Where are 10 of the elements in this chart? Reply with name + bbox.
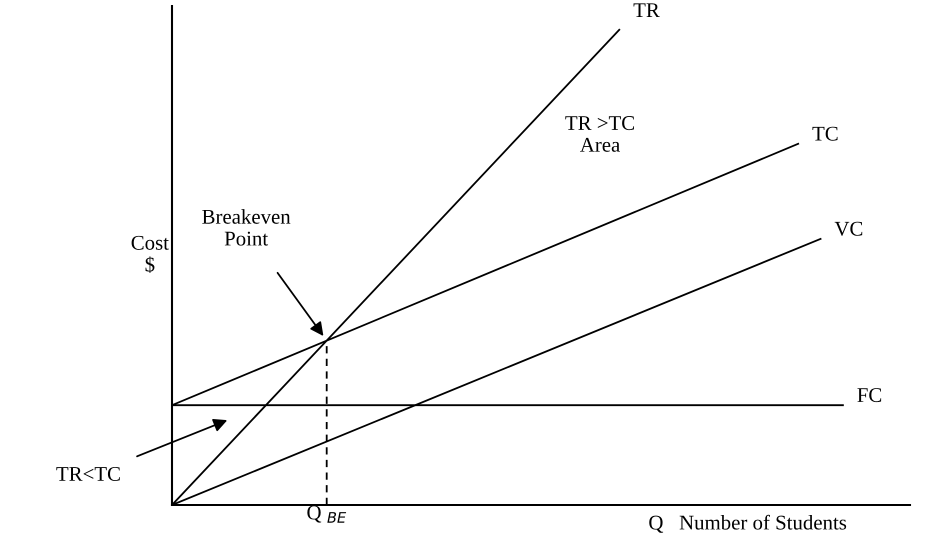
text: Q $_{BE}$ [307,506,346,523]
series-label: FC [857,388,882,402]
series-label: TC [812,126,838,141]
x-axis-title: Q Number of Students [649,514,846,533]
annotation: Breakeven Point [202,209,290,246]
series-label: VC [834,222,862,236]
series-label: TR [634,3,660,17]
text: TR<TC [56,466,120,481]
y-axis-title: Cost $ [132,236,169,273]
annotation: TR >TC Area [565,116,634,152]
